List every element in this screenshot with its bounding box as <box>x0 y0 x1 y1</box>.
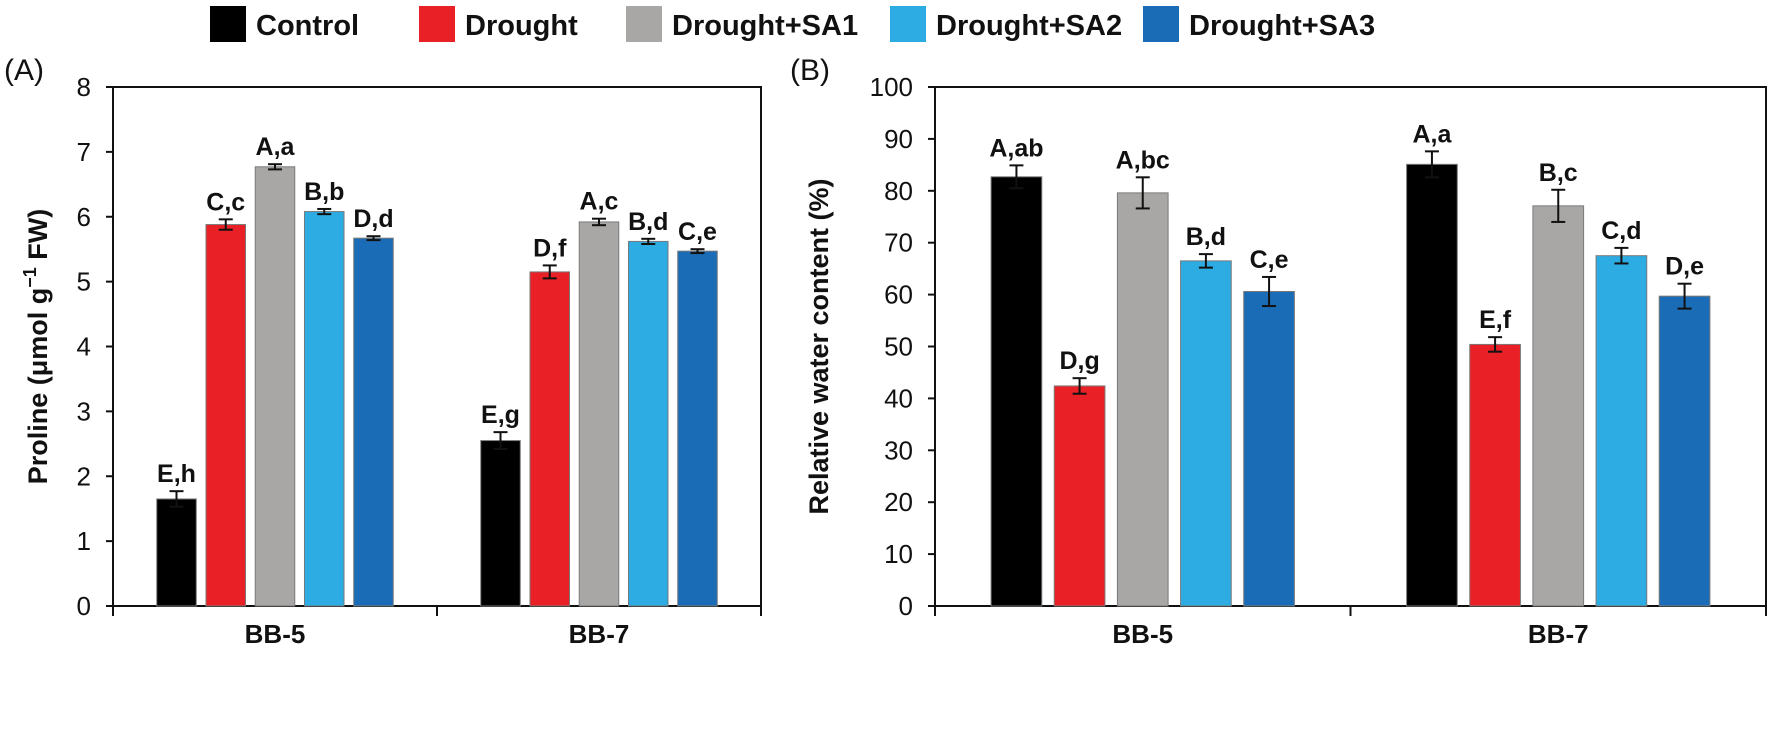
x-category-label: BB-7 <box>1528 619 1589 649</box>
panel-a-proline-chart: 0 1 2 3 4 5 6 7 8 BB-5 BB-7 E,h E,g C,c D,f A,a A,c B,b B,… <box>4 54 762 649</box>
bar-control-bb-5 <box>990 176 1043 607</box>
y-tick-label: 0 <box>77 591 91 621</box>
bar-drought-bb-5 <box>205 224 247 607</box>
significance-label: B,c <box>1539 159 1578 187</box>
bars: E,h E,g C,c D,f A,a A,c B,b B,d D,d C,e <box>156 133 718 607</box>
y-tick-label: 6 <box>77 202 91 232</box>
panel-label: (A) <box>4 54 44 87</box>
legend-label-1: Control <box>256 10 359 42</box>
panel-b-relative-water-content-chart: 0 10 20 30 40 50 60 70 80 90 100 BB-5 BB-7 A,ab A,a D,g… <box>790 54 1767 649</box>
y-tick-label: 30 <box>884 435 913 465</box>
x-category-label: BB-5 <box>1112 619 1173 649</box>
bar-drought-bb-7 <box>1469 343 1521 607</box>
y-tick-label: 80 <box>884 176 913 206</box>
significance-label: D,d <box>353 205 393 233</box>
y-axis-title-main: Proline (μmol g <box>23 288 53 485</box>
significance-label: C,d <box>1601 217 1641 245</box>
bar-drought-sa1-bb-7 <box>1532 205 1585 607</box>
significance-label: E,h <box>157 460 196 488</box>
y-axis-title-superscript: −1 <box>20 267 40 288</box>
bar-drought-sa2-bb-7 <box>1595 255 1648 607</box>
bar-drought-bb-7 <box>529 271 571 607</box>
bar-drought-sa1-bb-5 <box>254 166 296 607</box>
significance-label: D,e <box>1665 253 1704 281</box>
legend-label-2: Drought <box>465 10 578 42</box>
significance-label: D,g <box>1059 347 1099 375</box>
significance-label: A,ab <box>989 134 1043 162</box>
significance-label: C,c <box>206 188 245 216</box>
y-axis-title: Proline (μmol g−1 FW) <box>20 209 53 485</box>
bar-control-bb-7 <box>480 440 521 607</box>
y-tick-label: 20 <box>884 487 913 517</box>
bar-drought-sa3-bb-5 <box>353 237 394 607</box>
y-tick-label: 40 <box>884 383 913 413</box>
significance-label: A,a <box>256 133 296 161</box>
y-tick-label: 2 <box>77 461 91 491</box>
y-tick-label: 60 <box>884 280 913 310</box>
significance-label: E,f <box>1479 306 1512 334</box>
bar-drought-sa1-bb-5 <box>1116 192 1169 607</box>
bar-control-bb-5 <box>156 498 197 607</box>
legend-label-4: Drought+SA2 <box>936 10 1122 42</box>
y-tick-label: 4 <box>77 332 91 362</box>
bar-drought-sa2-bb-5 <box>1180 260 1232 607</box>
significance-label: C,e <box>1250 246 1289 274</box>
legend-label-3: Drought+SA1 <box>672 10 858 42</box>
bar-drought-sa1-bb-7 <box>578 221 620 607</box>
y-tick-label: 50 <box>884 332 913 362</box>
y-tick-label: 3 <box>77 396 91 426</box>
significance-label: E,g <box>481 401 520 429</box>
y-tick-label: 8 <box>77 72 91 102</box>
panel-label: (B) <box>790 54 830 87</box>
significance-label: A,bc <box>1116 146 1170 174</box>
x-category-label: BB-7 <box>569 619 630 649</box>
significance-label: B,d <box>1186 223 1226 251</box>
bar-drought-sa3-bb-7 <box>1658 295 1711 607</box>
legend-swatch-2 <box>419 6 455 42</box>
y-tick-label: 7 <box>77 137 91 167</box>
bar-drought-sa3-bb-5 <box>1243 290 1295 607</box>
bar-drought-sa3-bb-7 <box>677 250 718 607</box>
y-tick-label: 1 <box>77 526 91 556</box>
legend-swatch-5 <box>1143 6 1179 42</box>
significance-label: B,b <box>304 178 344 206</box>
significance-label: B,d <box>628 208 668 236</box>
bar-drought-bb-5 <box>1053 385 1106 607</box>
legend-swatch-4 <box>890 6 926 42</box>
legend-label-5: Drought+SA3 <box>1189 10 1375 42</box>
legend: Control Drought Drought+SA1 Drought+SA2 Drou… <box>210 6 1375 42</box>
y-tick-label: 70 <box>884 228 913 258</box>
significance-label: A,a <box>1412 120 1452 148</box>
legend-swatch-3 <box>626 6 662 42</box>
y-axis-title: Relative water content (%) <box>804 178 834 514</box>
legend-swatch-1 <box>210 6 246 42</box>
y-tick-label: 0 <box>899 591 913 621</box>
significance-label: D,f <box>533 234 567 262</box>
significance-label: A,c <box>580 188 619 216</box>
y-tick-label: 90 <box>884 124 913 154</box>
x-category-label: BB-5 <box>245 619 306 649</box>
bar-control-bb-7 <box>1406 163 1458 607</box>
y-axis-title-tail: FW) <box>23 209 53 267</box>
significance-label: C,e <box>678 218 717 246</box>
bar-drought-sa2-bb-7 <box>627 240 669 607</box>
y-tick-label: 5 <box>77 267 91 297</box>
y-tick-label: 100 <box>870 72 913 102</box>
y-axis-title-main: Relative water content (%) <box>804 178 834 514</box>
bar-drought-sa2-bb-5 <box>303 211 345 607</box>
bars: A,ab A,a D,g E,f A,bc B,c B,d C,d C,e D,e <box>989 120 1711 607</box>
y-tick-label: 10 <box>884 539 913 569</box>
